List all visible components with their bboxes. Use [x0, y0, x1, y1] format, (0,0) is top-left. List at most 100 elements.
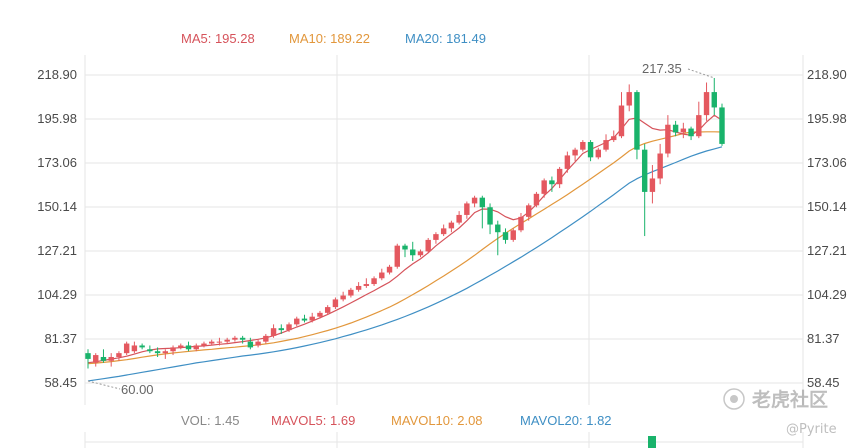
y-axis-right: 218.90 195.98 173.06 150.14 127.21 104.29 81.3…	[807, 67, 847, 390]
candle	[263, 333, 269, 344]
candle	[549, 176, 555, 192]
candle-body	[85, 353, 91, 359]
candle-body	[209, 341, 215, 344]
candle	[239, 335, 246, 344]
candle	[224, 337, 230, 344]
candle	[665, 115, 671, 158]
candle	[340, 291, 346, 302]
candle	[556, 166, 563, 189]
candle	[85, 349, 91, 369]
candle-body	[224, 339, 230, 342]
y-tick-label-right: 218.90	[807, 67, 847, 82]
candle	[178, 343, 184, 350]
candle-body	[348, 289, 354, 296]
candle-body	[533, 193, 540, 206]
legend-mavol5: MAVOL5: 1.69	[271, 413, 355, 428]
candle	[719, 103, 725, 146]
candle-body	[123, 343, 130, 354]
candle-body	[587, 141, 594, 158]
ma20-line	[87, 146, 723, 382]
candle-body	[564, 155, 571, 169]
candle-body	[216, 341, 223, 343]
candle	[379, 268, 385, 281]
candle-body	[402, 245, 408, 250]
y-tick-label-left: 218.90	[37, 67, 77, 82]
y-tick-label-right: 173.06	[807, 155, 847, 170]
candle-body	[495, 224, 501, 233]
candle-body	[425, 239, 431, 252]
candle	[139, 343, 145, 350]
candle-body	[355, 285, 362, 290]
candle	[185, 341, 192, 352]
candle-body	[549, 180, 555, 185]
candle-body	[672, 124, 679, 133]
candle-body	[572, 149, 578, 156]
candle	[572, 147, 578, 162]
legend-mavol10: MAVOL10: 2.08	[391, 413, 483, 428]
candle-body	[410, 249, 416, 256]
candle	[216, 337, 223, 346]
candle-body	[386, 266, 393, 273]
candle	[247, 337, 254, 350]
candle	[587, 140, 594, 162]
candle	[394, 243, 400, 269]
candle	[108, 353, 114, 367]
candle-body	[433, 234, 439, 240]
candle-body	[170, 347, 176, 352]
candle	[286, 322, 292, 333]
legend-vol: VOL: 1.45	[181, 413, 240, 428]
candle	[487, 203, 493, 235]
candle-body	[603, 140, 609, 150]
candle-body	[286, 324, 292, 331]
candle	[626, 84, 632, 112]
chart-grid	[84, 55, 804, 448]
candle	[448, 220, 455, 233]
candle-body	[556, 168, 563, 185]
candle	[495, 220, 501, 256]
candle-body	[278, 328, 284, 331]
candle-body	[649, 178, 656, 192]
candle-body	[379, 272, 385, 279]
candle	[162, 349, 169, 359]
candle	[232, 335, 238, 342]
candle-body	[232, 337, 238, 340]
candle	[425, 237, 431, 254]
candle-body	[93, 355, 99, 363]
candle-body	[178, 345, 184, 348]
candle-body	[340, 295, 346, 300]
candle	[649, 165, 656, 204]
candle	[324, 305, 331, 315]
candle	[410, 241, 416, 262]
candle-body	[719, 107, 725, 144]
candle-body	[703, 92, 710, 116]
volume-bar	[648, 436, 656, 448]
candle	[131, 341, 138, 354]
candle	[618, 92, 625, 139]
candle-body	[301, 318, 308, 321]
candle-body	[255, 341, 261, 346]
low-leader-line	[87, 380, 121, 390]
candle	[402, 243, 408, 258]
y-tick-label-right: 127.21	[807, 243, 847, 258]
candle-body	[502, 232, 509, 240]
candle	[479, 195, 486, 229]
candle	[433, 232, 439, 244]
legend-ma10: MA10: 189.22	[289, 31, 370, 46]
candle	[657, 143, 663, 185]
ma10-line	[87, 131, 723, 365]
y-tick-label-left: 104.29	[37, 287, 77, 302]
candle-body	[239, 337, 246, 340]
candle	[348, 287, 354, 298]
candle	[634, 90, 640, 160]
y-tick-label-left: 173.06	[37, 155, 77, 170]
candle	[533, 191, 540, 208]
candle	[464, 201, 470, 219]
candle-body	[479, 197, 486, 208]
candle	[193, 343, 199, 352]
candle-body	[116, 353, 122, 357]
candle-body	[100, 356, 107, 361]
legend-ma20: MA20: 181.49	[405, 31, 486, 46]
ma-legend: MA5: 195.28 MA10: 189.22 MA20: 181.49	[181, 31, 486, 46]
candle	[278, 324, 284, 334]
